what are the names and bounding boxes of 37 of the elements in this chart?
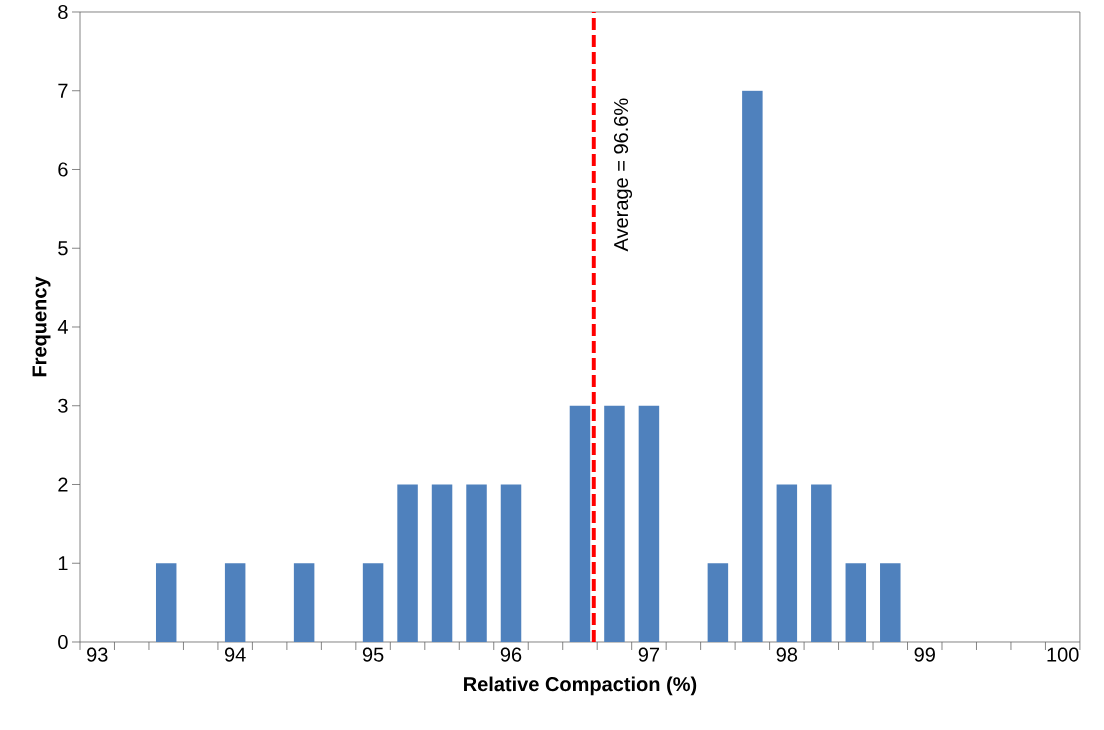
x-axis-title: Relative Compaction (%) — [464, 676, 697, 696]
x-tick-label: 97 — [638, 647, 660, 662]
y-tick-label: 8 — [58, 4, 68, 20]
bar — [500, 484, 522, 642]
x-tick-label: 96 — [500, 647, 522, 662]
y-tick-label: 5 — [58, 241, 68, 256]
x-tick-label: 98 — [776, 647, 798, 662]
bar — [397, 484, 418, 642]
y-tick-label: 7 — [58, 83, 68, 98]
bar — [466, 484, 487, 642]
bar — [845, 563, 867, 642]
x-tick-label: 99 — [914, 647, 935, 662]
bar — [742, 90, 763, 642]
y-tick-label: 1 — [58, 556, 68, 571]
bar — [155, 563, 177, 642]
bar — [604, 405, 625, 642]
y-tick-label: 0 — [58, 634, 68, 650]
x-tick-label: 100 — [1047, 647, 1079, 662]
bar — [776, 484, 798, 642]
x-tick-label: 94 — [224, 647, 246, 662]
x-tick-label: 95 — [362, 647, 384, 662]
y-tick-label: 2 — [58, 477, 68, 492]
x-tick-label: 93 — [87, 647, 108, 662]
y-axis-title: Frequency — [32, 276, 51, 377]
bar — [880, 563, 901, 642]
y-tick-label: 3 — [58, 398, 68, 413]
bar — [362, 563, 384, 642]
y-tick-label: 4 — [57, 320, 68, 334]
bar — [707, 563, 729, 642]
y-tick-label: 6 — [58, 162, 68, 177]
bar — [569, 405, 591, 642]
bar — [431, 484, 453, 642]
bar — [224, 563, 246, 642]
ref-line-label: Average = 96.6% — [613, 98, 633, 252]
bar — [811, 484, 832, 642]
bar — [293, 563, 315, 642]
bar — [638, 405, 660, 642]
